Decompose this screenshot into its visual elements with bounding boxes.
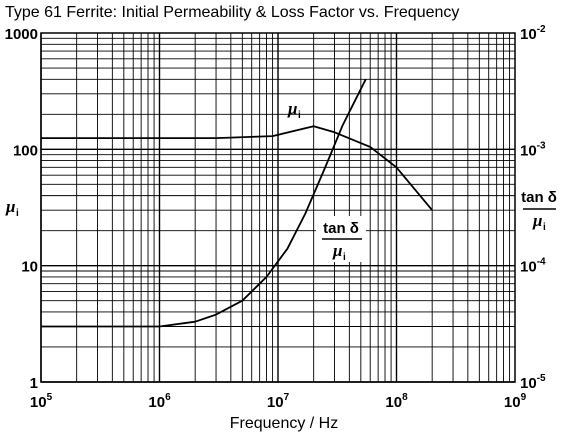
x-tick-label: 109	[504, 392, 527, 411]
right-tick-label: 10-5	[520, 373, 546, 392]
left-axis-label-symbol: μ	[5, 197, 15, 216]
right-axis-label-den-symbol: μ	[532, 211, 542, 230]
left-axis-label: μ i	[5, 197, 19, 219]
series-line-1	[41, 78, 367, 328]
right-axis-label: tan δ μ i	[521, 189, 557, 233]
series-label-loss-den-sub: i	[343, 252, 346, 263]
right-axis-label-num: tan δ	[521, 189, 557, 206]
grid	[40, 33, 515, 383]
x-tick-label: 107	[267, 392, 290, 411]
left-tick-label: 10	[21, 259, 38, 276]
left-axis-ticks: 1 10 100 1000	[5, 26, 38, 392]
series-label-loss-den-symbol: μ	[332, 241, 342, 260]
right-tick-label: 10-2	[520, 24, 546, 43]
plot-frame	[40, 32, 516, 383]
x-tick-label: 108	[385, 392, 408, 411]
left-axis-label-sub: i	[16, 208, 19, 219]
series-label-loss-num: tan δ	[323, 220, 359, 237]
series-line-0	[41, 125, 433, 211]
right-tick-label: 10-4	[520, 257, 546, 276]
right-tick-label: 10-3	[520, 140, 546, 159]
x-axis-ticks: 105 106 107 108 109	[30, 392, 527, 411]
x-tick-label: 105	[30, 392, 53, 411]
left-tick-label: 1	[30, 375, 38, 392]
series-label-mu: μ i	[287, 99, 301, 121]
left-tick-label: 100	[13, 142, 38, 159]
x-tick-label: 106	[148, 392, 171, 411]
series-layer	[41, 78, 433, 328]
right-axis-ticks: 10-5 10-4 10-3 10-2	[520, 24, 546, 392]
left-tick-label: 1000	[5, 26, 38, 43]
chart-title: Type 61 Ferrite: Initial Permeability & …	[5, 4, 459, 21]
series-label-loss: tan δ μ i	[316, 216, 366, 263]
right-axis-label-den-sub: i	[543, 222, 546, 233]
x-axis-label: Frequency / Hz	[230, 415, 338, 432]
series-label-mu-symbol: μ	[287, 99, 297, 118]
series-label-mu-sub: i	[298, 110, 301, 121]
